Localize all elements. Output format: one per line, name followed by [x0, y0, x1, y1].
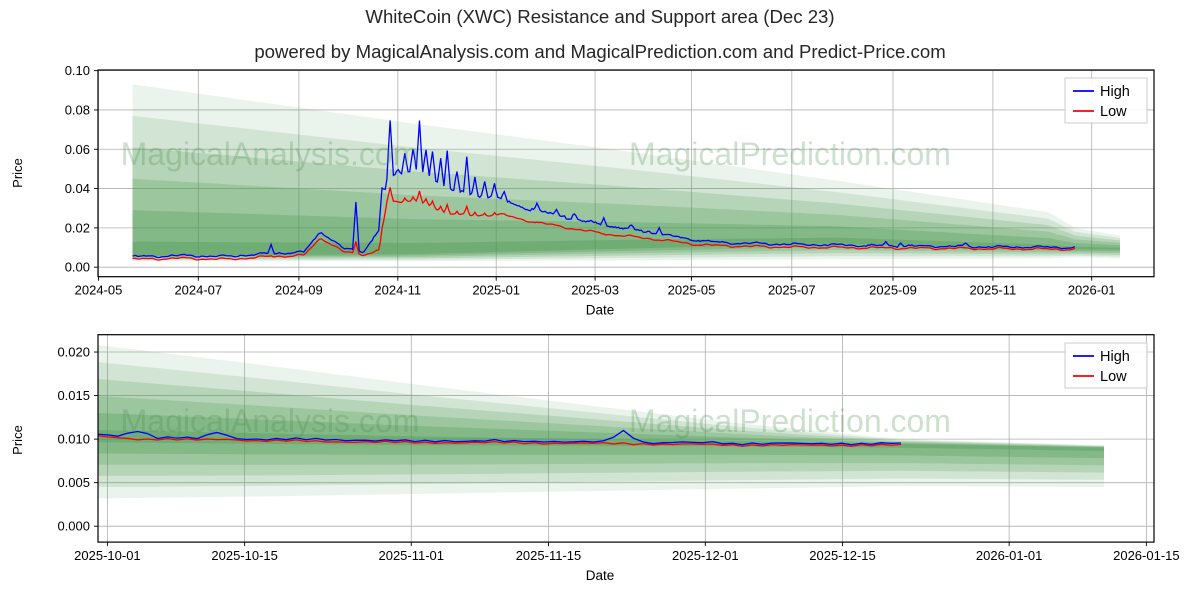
- svg-text:0.005: 0.005: [57, 475, 90, 490]
- svg-text:0.02: 0.02: [65, 220, 90, 235]
- svg-text:0.08: 0.08: [65, 102, 90, 117]
- svg-text:2025-10-01: 2025-10-01: [74, 548, 141, 563]
- svg-text:2025-01: 2025-01: [472, 283, 520, 298]
- svg-text:2026-01-01: 2026-01-01: [976, 548, 1043, 563]
- svg-text:2025-10-15: 2025-10-15: [211, 548, 278, 563]
- svg-text:2025-07: 2025-07: [768, 283, 816, 298]
- svg-text:2025-11-01: 2025-11-01: [378, 548, 444, 563]
- svg-text:MagicalPrediction.com: MagicalPrediction.com: [629, 403, 951, 439]
- svg-text:High: High: [1100, 84, 1130, 100]
- svg-text:2025-11: 2025-11: [970, 283, 1017, 298]
- svg-text:MagicalAnalysis.com: MagicalAnalysis.com: [121, 136, 420, 172]
- svg-text:0.04: 0.04: [65, 181, 90, 196]
- svg-text:2025-12-01: 2025-12-01: [672, 548, 739, 563]
- svg-text:WhiteCoin (XWC) Resistance and: WhiteCoin (XWC) Resistance and Support a…: [365, 6, 834, 27]
- svg-text:0.10: 0.10: [65, 63, 90, 78]
- svg-text:0.06: 0.06: [65, 142, 90, 157]
- svg-text:Price: Price: [10, 158, 25, 188]
- svg-text:High: High: [1100, 349, 1130, 365]
- svg-text:2024-07: 2024-07: [174, 283, 222, 298]
- svg-text:0.020: 0.020: [57, 345, 90, 360]
- svg-text:2025-09: 2025-09: [869, 283, 917, 298]
- svg-text:MagicalAnalysis.com: MagicalAnalysis.com: [121, 403, 420, 439]
- svg-text:2024-05: 2024-05: [75, 283, 123, 298]
- svg-text:0.015: 0.015: [57, 388, 90, 403]
- svg-text:Date: Date: [586, 568, 615, 583]
- svg-text:2025-11-15: 2025-11-15: [516, 548, 582, 563]
- svg-text:2025-05: 2025-05: [668, 283, 716, 298]
- svg-text:2025-03: 2025-03: [571, 283, 619, 298]
- svg-text:2026-01: 2026-01: [1068, 283, 1116, 298]
- svg-text:Low: Low: [1100, 369, 1127, 385]
- svg-text:2025-12-15: 2025-12-15: [809, 548, 876, 563]
- svg-text:Date: Date: [586, 303, 615, 318]
- svg-text:Price: Price: [10, 425, 25, 455]
- svg-text:0.00: 0.00: [65, 260, 90, 275]
- svg-text:Low: Low: [1100, 104, 1127, 120]
- svg-text:0.010: 0.010: [57, 432, 90, 447]
- svg-text:2024-11: 2024-11: [374, 283, 421, 298]
- svg-text:2024-09: 2024-09: [275, 283, 323, 298]
- svg-text:powered by MagicalAnalysis.com: powered by MagicalAnalysis.com and Magic…: [254, 41, 945, 62]
- svg-text:MagicalPrediction.com: MagicalPrediction.com: [629, 136, 951, 172]
- svg-text:2026-01-15: 2026-01-15: [1113, 548, 1180, 563]
- svg-text:0.000: 0.000: [57, 519, 90, 534]
